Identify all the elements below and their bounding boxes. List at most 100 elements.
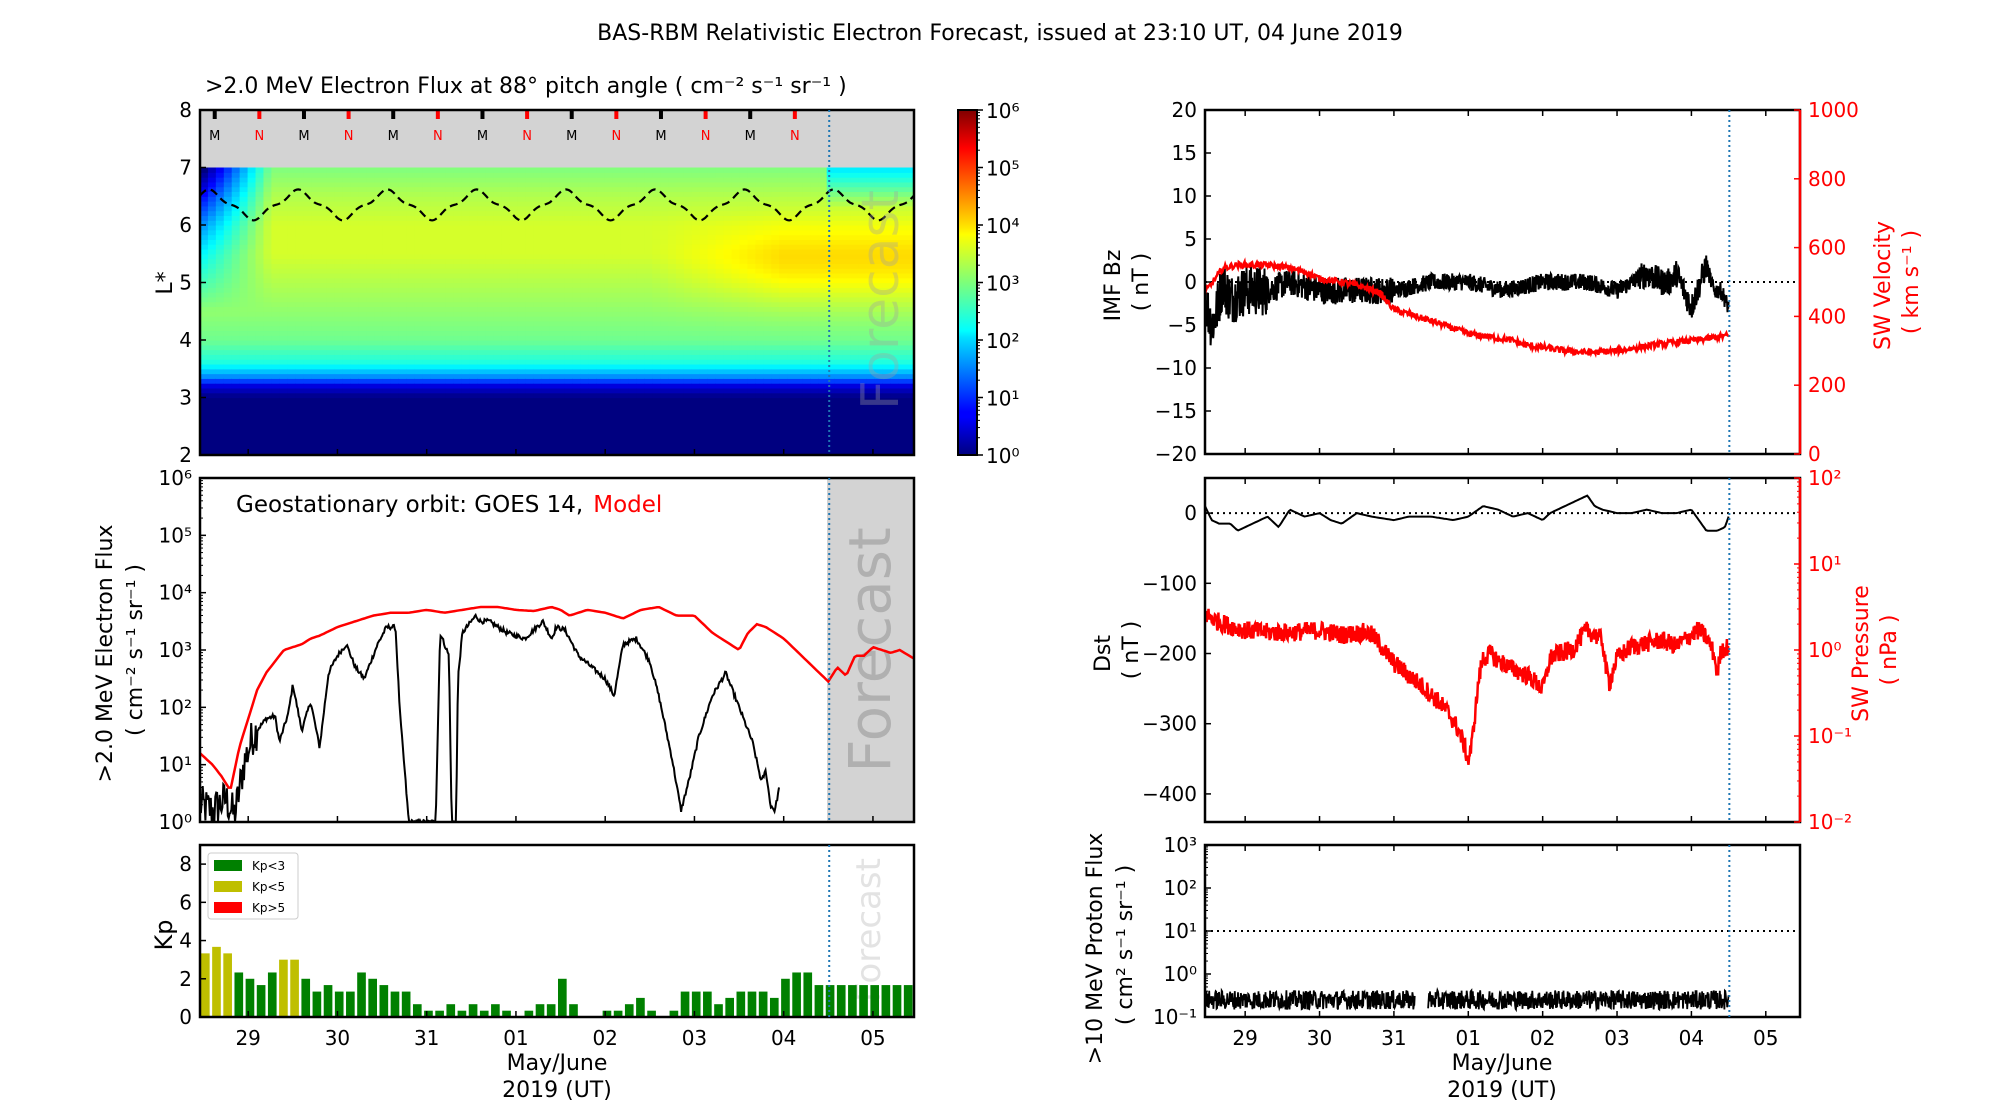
heatmap-cell <box>580 215 590 221</box>
heatmap-cell <box>398 440 407 447</box>
heatmap-cell <box>580 229 590 236</box>
heatmap-cell <box>699 306 709 312</box>
heatmap-cell <box>374 421 384 427</box>
heatmap-cell <box>477 411 487 418</box>
heatmap-cell <box>200 277 209 284</box>
heatmap-cell <box>279 205 288 212</box>
heatmap-cell <box>636 411 645 418</box>
heatmap-cell <box>390 349 399 355</box>
heatmap-cell <box>810 287 820 293</box>
heatmap-cell <box>231 167 241 173</box>
heatmap-cell <box>723 407 733 413</box>
heatmap-cell <box>334 426 344 432</box>
heatmap-cell <box>676 296 685 303</box>
heatmap-cell <box>644 411 653 418</box>
heatmap-cell <box>303 445 312 451</box>
heatmap-cell <box>382 421 391 427</box>
heatmap-cell <box>501 253 510 260</box>
heatmap-cell <box>731 421 741 427</box>
heatmap-cell <box>541 253 550 260</box>
heatmap-cell <box>802 402 812 408</box>
heatmap-cell <box>445 306 455 312</box>
heatmap-cell <box>739 196 748 202</box>
heatmap-cell <box>628 181 637 188</box>
heatmap-cell <box>279 397 288 403</box>
heatmap-cell <box>604 445 614 451</box>
heatmap-cell <box>564 411 574 418</box>
heatmap-cell <box>779 177 788 183</box>
heatmap-cell <box>533 316 542 322</box>
heatmap-cell <box>525 354 534 360</box>
heatmap-cell <box>295 277 304 284</box>
heatmap-cell <box>572 421 582 427</box>
heatmap-cell <box>287 167 296 173</box>
heatmap-cell <box>477 416 487 423</box>
heatmap-cell <box>644 368 653 375</box>
heatmap-cell <box>319 359 328 365</box>
heatmap-cell <box>747 215 756 221</box>
heatmap-cell <box>374 392 384 399</box>
heatmap-cell <box>287 320 296 327</box>
heatmap-cell <box>358 373 368 379</box>
heatmap-cell <box>311 311 320 317</box>
heatmap-cell <box>707 392 717 399</box>
heatmap-cell <box>509 368 518 375</box>
heatmap-cell <box>715 205 725 212</box>
heatmap-cell <box>850 258 860 264</box>
heatmap-cell <box>660 344 669 351</box>
heatmap-cell <box>644 244 653 250</box>
heatmap-cell <box>255 277 265 284</box>
heatmap-cell <box>826 268 836 274</box>
heatmap-cell <box>779 248 788 255</box>
heatmap-cell <box>334 253 344 260</box>
heatmap-cell <box>557 325 566 332</box>
heatmap-cell <box>215 177 225 183</box>
heatmap-cell <box>707 268 717 274</box>
heatmap-cell <box>200 440 209 447</box>
heatmap-cell <box>271 263 280 269</box>
heatmap-cell <box>557 244 566 250</box>
heatmap-cell <box>699 387 709 394</box>
heatmap-cell <box>850 239 860 245</box>
heatmap-cell <box>557 344 566 351</box>
heatmap-cell <box>779 421 788 427</box>
heatmap-cell <box>787 253 796 260</box>
heatmap-cell <box>215 301 225 308</box>
heatmap-cell <box>787 292 796 298</box>
heatmap-cell <box>612 186 622 193</box>
heatmap-cell <box>390 239 399 245</box>
heatmap-cell <box>390 387 399 394</box>
heatmap-cell <box>620 205 629 212</box>
heatmap-cell <box>319 435 328 442</box>
heatmap-cell <box>549 363 558 370</box>
heatmap-cell <box>755 277 764 284</box>
heatmap-cell <box>231 263 241 269</box>
heatmap-cell <box>818 349 828 355</box>
heatmap-cell <box>493 225 503 231</box>
heatmap-cell <box>239 421 249 427</box>
heatmap-cell <box>358 354 368 360</box>
heatmap-cell <box>683 435 693 442</box>
heatmap-cell <box>501 426 510 432</box>
heatmap-cell <box>223 272 233 279</box>
heatmap-cell <box>787 426 796 432</box>
heatmap-cell <box>596 253 606 260</box>
heatmap-cell <box>295 287 304 293</box>
heatmap-cell <box>747 244 756 250</box>
heatmap-cell <box>422 181 431 188</box>
heatmap-cell <box>739 287 748 293</box>
heatmap-cell <box>668 167 677 173</box>
heatmap-cell <box>810 407 820 413</box>
heatmap-cell <box>699 201 709 207</box>
heatmap-cell <box>652 229 661 236</box>
heatmap-cell <box>660 181 669 188</box>
heatmap-cell <box>683 181 693 188</box>
heatmap-cell <box>469 344 479 351</box>
heatmap-cell <box>699 426 709 432</box>
heatmap-cell <box>715 191 725 197</box>
heatmap-cell <box>239 301 249 308</box>
heatmap-cell <box>263 354 272 360</box>
heatmap-cell <box>334 296 344 303</box>
heatmap-cell <box>517 177 526 183</box>
heatmap-cell <box>366 196 376 202</box>
